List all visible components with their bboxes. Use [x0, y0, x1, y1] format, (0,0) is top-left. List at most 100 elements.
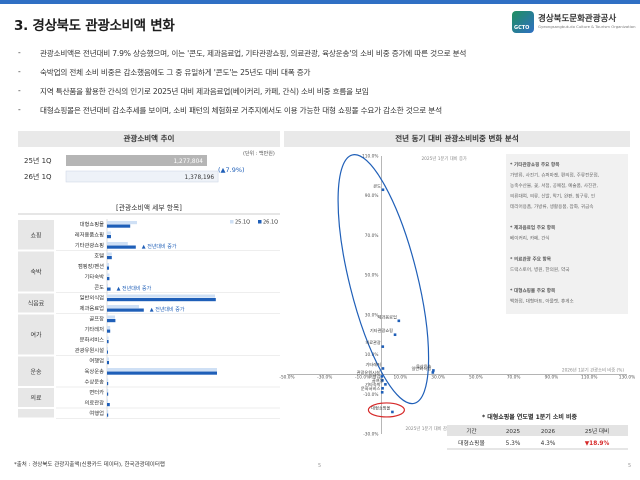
- org-logo: GCTO 경상북도문화관광공사 Gyeongsangbuk-do Culture…: [512, 10, 636, 36]
- scatter-point-label: 관광유원시설: [357, 369, 380, 376]
- detail-row-label: 관광유원시설: [75, 346, 104, 354]
- group-label-box: [18, 409, 54, 418]
- group-label: 쇼핑: [30, 231, 41, 239]
- x-tick-label: 10.0%: [394, 374, 408, 380]
- scatter-point: [381, 345, 385, 348]
- detail-bar: [107, 294, 215, 298]
- detail-row-label: 일반외식업: [80, 294, 104, 302]
- detail-bar: [107, 340, 109, 344]
- group-label: 의료: [30, 394, 42, 402]
- detail-bar: [107, 298, 216, 302]
- scatter-note-line: 의류대여, 의류, 신발, 악기, 완판, 침구류, 인: [510, 193, 595, 200]
- group-label: 숙박: [30, 268, 42, 276]
- detail-bar: [107, 378, 109, 382]
- detail-bar: [107, 315, 115, 319]
- scatter-note-line: 베이커리, 카페, 간식: [510, 235, 550, 242]
- detail-bar: [107, 263, 109, 267]
- scatter-note-line: * 기타관광쇼핑 주요 항목: [510, 161, 560, 168]
- table-cell: 대형쇼핑몰: [458, 439, 485, 447]
- detail-bar: [107, 235, 111, 239]
- detail-row-label: 대형쇼핑몰: [80, 220, 104, 228]
- detail-row-label: 골프장: [89, 316, 104, 323]
- scatter-point-label: 문화서비스: [361, 385, 380, 392]
- total-row-label: 25년 1Q: [24, 156, 52, 165]
- page-number: 5: [318, 463, 322, 469]
- top-accent-bar: [0, 0, 640, 4]
- detail-bar: [107, 245, 136, 249]
- summary-bullets: - 관광소비액은 전년대비 7.9% 상승했으며, 이는 '콘도, 제과음료업, …: [18, 48, 628, 124]
- y-tick-label: 90.0%: [365, 193, 379, 199]
- page-title: 3. 경상북도 관광소비액 변화: [14, 18, 175, 34]
- y-tick-label: 30.0%: [365, 312, 379, 318]
- x-tick-label: -30.0%: [317, 374, 332, 380]
- detail-bar: [107, 308, 144, 312]
- detail-row-label: 콘도: [94, 284, 104, 291]
- scatter-point: [391, 410, 394, 414]
- group-label-box: [18, 388, 54, 407]
- scatter-point: [384, 383, 387, 386]
- detail-bar: [107, 284, 108, 288]
- detail-bar: [107, 371, 217, 375]
- x-tick-label: 130.0%: [619, 374, 635, 380]
- bullet-text: 숙박업의 전체 소비 비중은 감소했음에도 그 중 유일하게 '콘도'는 25년…: [40, 68, 311, 77]
- scatter-point: [393, 333, 397, 337]
- scatter-point-label: 기타관광쇼핑: [370, 327, 393, 334]
- table-header-cell: 기간: [466, 427, 476, 435]
- x-axis-note: 2026년 1분기 관광소비 비중 (%): [562, 366, 624, 373]
- detail-bar: [107, 329, 111, 333]
- total-row-label: 26년 1Q: [24, 172, 52, 181]
- detail-bar: [107, 273, 110, 277]
- bullet-dash: -: [18, 48, 21, 57]
- x-tick-label: 90.0%: [545, 374, 559, 380]
- page-number: 5: [628, 463, 632, 469]
- table-title: * 대형쇼핑몰 연도별 1분기 소비 비중: [482, 413, 578, 421]
- y-tick-label: 10.0%: [365, 352, 379, 358]
- bullet-item: - 숙박업의 전체 소비 비중은 감소했음에도 그 중 유일하게 '콘도'는 25…: [18, 67, 628, 86]
- x-tick-label: 30.0%: [431, 374, 445, 380]
- scatter-note-line: 테리어용품, 가방류, 생활용품, 잡화, 귀금속: [510, 203, 594, 210]
- detail-row-label: 수상운송: [85, 378, 105, 386]
- right-panel-header: 전년 동기 대비 관광소비비중 변화 분석: [284, 131, 630, 147]
- detail-row-label: 캠핑장/펜션: [78, 262, 104, 270]
- scatter-note-line: 농축수산물, 꽃, 서점, 공예점, 예술품, 사진관,: [510, 182, 598, 189]
- group-label: 운송: [30, 368, 42, 376]
- detail-bar: [107, 221, 137, 225]
- legend-swatch: [230, 220, 234, 224]
- detail-bar: [107, 287, 111, 291]
- bullet-dash: -: [18, 105, 21, 114]
- source-footnote: *출처 : 경상북도 관광지출액(신용카드 데이터), 한국관광데이터랩: [14, 462, 165, 468]
- detail-header: [관광소비액 세부 항목]: [116, 203, 182, 212]
- detail-row-label: 육상운송: [85, 367, 105, 375]
- legend-swatch: [258, 220, 262, 224]
- detail-bar: [107, 305, 139, 309]
- scatter-point-label: 육상운송: [416, 363, 432, 370]
- total-value-label: 1,277,804: [173, 159, 203, 165]
- scatter-note-line: * 대형쇼핑몰 주요 항목: [510, 287, 556, 294]
- scatter-note-box: [506, 154, 628, 314]
- detail-row-label: 의료관광: [85, 400, 105, 407]
- detail-row-label: 면터카: [89, 388, 104, 396]
- detail-bar: [107, 350, 108, 354]
- detail-bar: [107, 319, 116, 323]
- detail-bar: [107, 413, 109, 417]
- scatter-note-line: 가방류, 사진기, 슈퍼마켓, 편의점, 주류전문점,: [510, 172, 600, 179]
- highlight-circle-red: [367, 402, 405, 418]
- detail-row-label: 문화서비스: [80, 336, 104, 344]
- increase-annotation: ▲ 전년대비 증가: [150, 306, 185, 313]
- bullet-text: 지역 특산품을 활용한 간식의 인기로 2025년 대비 제과음료업(베이커리,…: [40, 87, 369, 96]
- bullet-item: - 관광소비액은 전년대비 7.9% 상승했으며, 이는 '콘도, 제과음료업, …: [18, 48, 628, 67]
- bullet-text: 관광소비액은 전년대비 7.9% 상승했으며, 이는 '콘도, 제과음료업, 기…: [40, 49, 467, 58]
- increase-annotation: ▲ 전년대비 증가: [142, 243, 177, 250]
- detail-bar: [107, 399, 108, 403]
- group-label-box: [18, 293, 54, 313]
- bullet-dash: -: [18, 86, 21, 95]
- scatter-point-label: 의료관광: [365, 339, 381, 346]
- growth-label: (▲7.9%): [218, 166, 245, 174]
- logo-subtitle: Gyeongsangbuk-do Culture & Tourism Organ…: [538, 24, 636, 29]
- bullet-text: 대형쇼핑몰은 전년대비 감소추세를 보이며, 소비 패턴의 체험화로 거주지에서…: [40, 106, 442, 115]
- increase-annotation: ▲ 전년대비 증가: [117, 285, 152, 292]
- detail-bar: [107, 392, 109, 396]
- group-label-box: [18, 356, 54, 386]
- scatter-point-label: 제과음료업: [378, 313, 397, 320]
